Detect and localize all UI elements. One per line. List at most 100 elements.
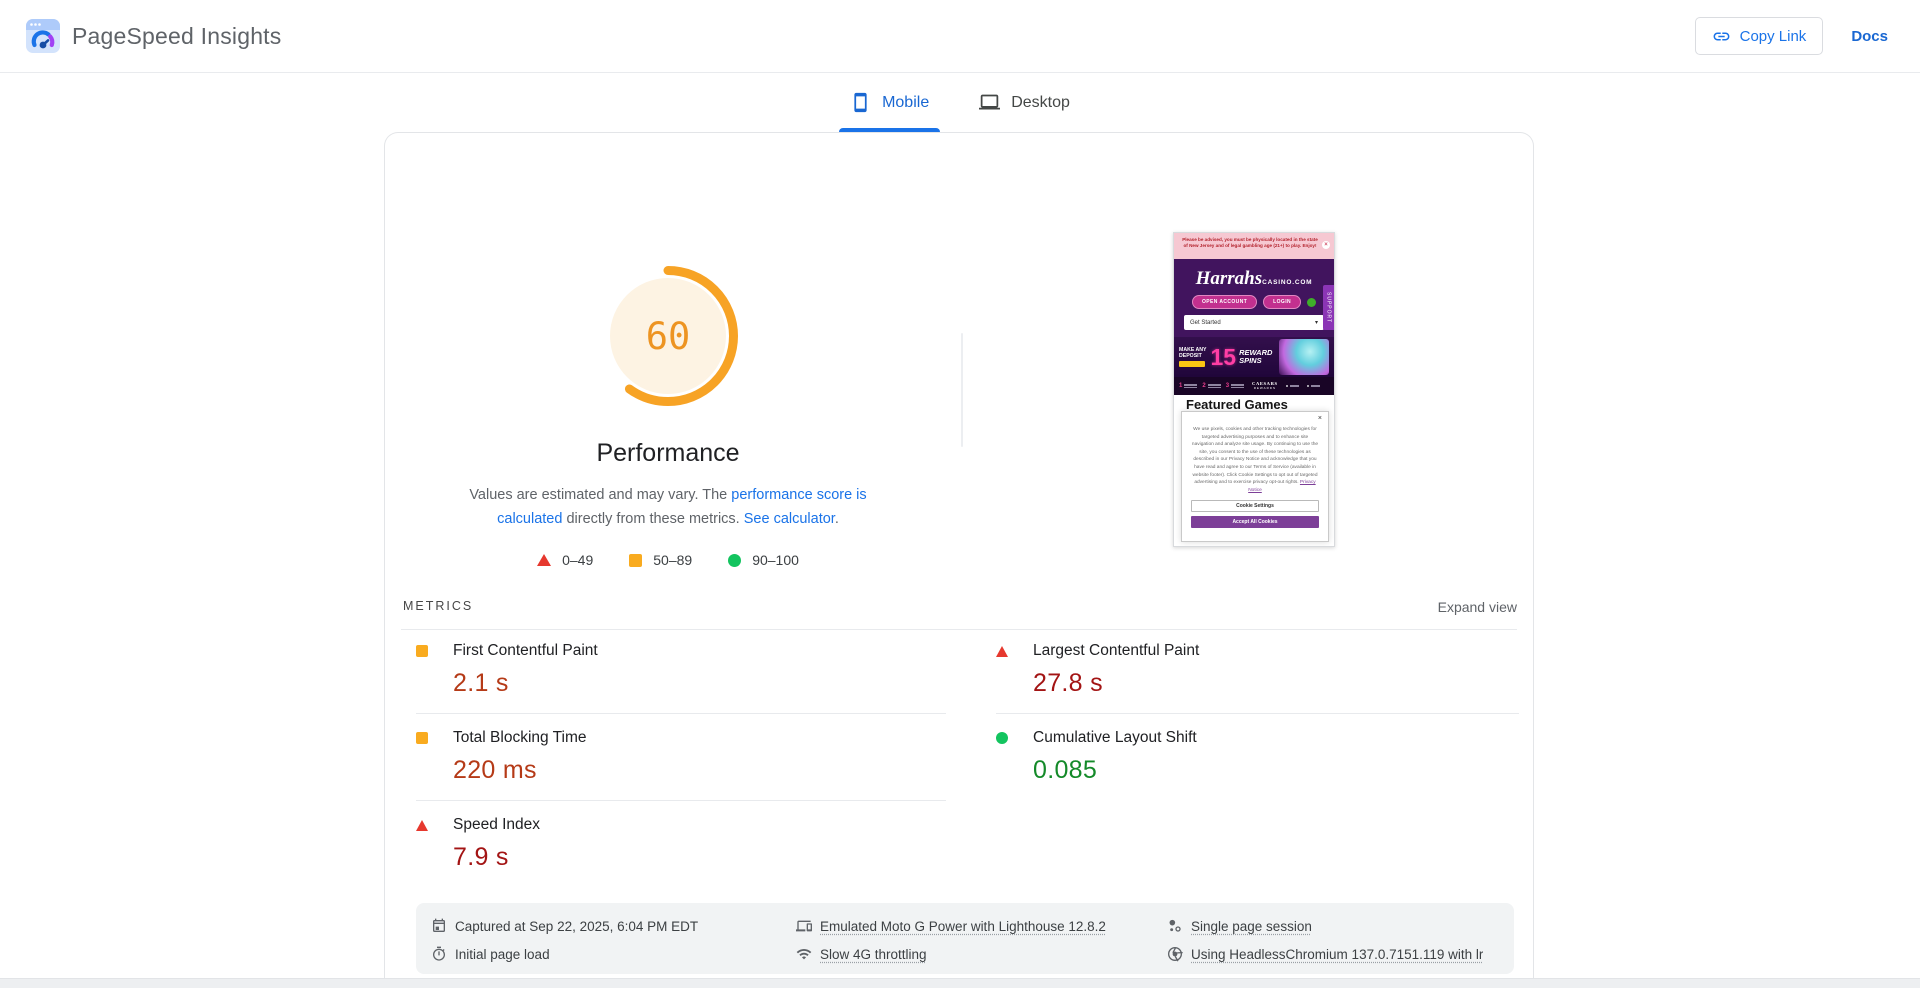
- thumb-auth-buttons: OPEN ACCOUNT LOGIN: [1174, 295, 1334, 309]
- thumb-support-tab: SUPPORT: [1323, 285, 1334, 331]
- expand-view-button[interactable]: Expand view: [1437, 599, 1517, 615]
- link-icon: [1713, 32, 1730, 40]
- performance-score-gauge: 60: [596, 264, 740, 408]
- metric-name: Speed Index: [453, 816, 541, 833]
- thumb-open-account-button: OPEN ACCOUNT: [1191, 295, 1258, 309]
- env-browser: Using HeadlessChromium 137.0.7151.119 wi…: [1167, 944, 1483, 964]
- thumb-step-1: 1: [1179, 383, 1198, 389]
- device-tabbar: Mobile Desktop: [0, 73, 1920, 132]
- chrome-icon: [1168, 947, 1183, 962]
- tab-mobile-label: Mobile: [882, 93, 930, 111]
- thumb-dropdown-caret-icon: ▾: [1314, 320, 1318, 326]
- thumb-promo-spins: SPINS: [1239, 356, 1262, 365]
- performance-score-value: 60: [645, 314, 691, 358]
- thumb-cookie-text: We use pixels, cookies and other trackin…: [1191, 426, 1319, 494]
- thumb-step-2: 2: [1202, 383, 1221, 389]
- thumb-step-3: 3: [1225, 383, 1245, 389]
- thumb-privacy-notice-link: Privacy Notice: [1248, 480, 1316, 493]
- metric-name: Largest Contentful Paint: [1033, 642, 1200, 659]
- thumb-cookie-paragraph: We use pixels, cookies and other trackin…: [1191, 427, 1319, 486]
- thumb-geo-banner-text: Please be advised, you must be physicall…: [1182, 237, 1318, 248]
- pagespeed-logo-icon: [26, 19, 60, 53]
- env-device: Emulated Moto G Power with Lighthouse 12…: [796, 916, 1106, 936]
- thumb-promo-reward: REWARD: [1239, 348, 1273, 357]
- thumb-promo-cta-button: [1179, 361, 1205, 367]
- copy-link-label: Copy Link: [1739, 27, 1807, 45]
- average-square-icon: [416, 732, 428, 744]
- thumb-lion-artwork: [1279, 339, 1329, 375]
- summary-vertical-divider: [961, 333, 963, 447]
- thumb-promo-line2: DEPOSIT: [1179, 353, 1202, 359]
- page-screenshot-thumbnail[interactable]: Please be advised, you must be physicall…: [1173, 232, 1335, 547]
- smartphone-icon: [854, 92, 867, 113]
- thumb-banner-close-icon: ×: [1322, 241, 1330, 249]
- environment-bar: Captured at Sep 22, 2025, 6:04 PM EDT In…: [416, 903, 1514, 974]
- metric-value: 0.085: [1033, 756, 1098, 784]
- thumb-promo-number: 15: [1210, 343, 1237, 370]
- legend-range-average: 50–89: [653, 552, 693, 568]
- tab-mobile[interactable]: Mobile: [833, 73, 946, 132]
- desc-text-1: Values are estimated and may vary. The: [469, 487, 732, 503]
- poor-triangle-icon: [537, 554, 552, 566]
- metric-first-contentful-paint: First Contentful Paint 2.1 s: [416, 642, 936, 698]
- env-captured-at: Captured at Sep 22, 2025, 6:04 PM EDT: [431, 916, 698, 936]
- env-session: Single page session: [1167, 916, 1312, 936]
- score-legend: 0–49 50–89 90–100: [428, 552, 908, 568]
- report-card: 60 Performance Values are estimated and …: [384, 132, 1534, 988]
- tab-desktop[interactable]: Desktop: [962, 73, 1087, 132]
- good-circle-icon: [728, 553, 742, 567]
- thumb-featured-games-heading: Featured Games: [1186, 397, 1288, 412]
- thumb-footer-item-2: [1306, 384, 1320, 388]
- next-section-edge: [0, 978, 1920, 988]
- thumb-dropdown-label: Get Started: [1190, 319, 1221, 326]
- thumb-caesars-logo: CAESARS REWARDS: [1252, 381, 1278, 390]
- docs-link[interactable]: Docs: [1851, 27, 1888, 45]
- app-header: PageSpeed Insights Copy Link Docs: [0, 0, 1920, 73]
- poor-triangle-icon: [996, 645, 1008, 657]
- thumb-accept-cookies-button: Accept All Cookies: [1191, 516, 1319, 529]
- legend-item-good: 90–100: [728, 552, 799, 568]
- wifi-icon: [796, 948, 812, 960]
- thumb-step-1-number: 1: [1179, 383, 1183, 389]
- laptop-icon: [979, 94, 1001, 110]
- devices-icon: [796, 920, 812, 932]
- good-circle-icon: [996, 732, 1008, 744]
- average-square-icon: [629, 553, 643, 567]
- calendar-icon: [433, 918, 445, 932]
- thumb-cookie-dialog: × We use pixels, cookies and other track…: [1181, 411, 1329, 542]
- env-device-link[interactable]: Emulated Moto G Power with Lighthouse 12…: [820, 918, 1106, 934]
- metric-largest-contentful-paint: Largest Contentful Paint 27.8 s: [996, 642, 1516, 698]
- thumb-cookie-close-icon: ×: [1317, 415, 1322, 422]
- thumb-login-button: LOGIN: [1263, 295, 1301, 309]
- env-captured-text: Captured at Sep 22, 2025, 6:04 PM EDT: [455, 918, 699, 934]
- legend-range-poor: 0–49: [562, 552, 594, 568]
- see-calculator-link[interactable]: See calculator: [743, 511, 835, 527]
- env-throttling: Slow 4G throttling: [796, 944, 927, 964]
- tab-desktop-label: Desktop: [1011, 93, 1070, 111]
- metric-cumulative-layout-shift: Cumulative Layout Shift 0.085: [996, 729, 1516, 785]
- thumb-geo-banner: Please be advised, you must be physicall…: [1174, 233, 1334, 259]
- copy-link-button[interactable]: Copy Link: [1694, 17, 1824, 55]
- active-tab-underline: [839, 128, 941, 132]
- thumb-caesars-line1: CAESARS: [1252, 381, 1278, 386]
- env-page-load: Initial page load: [431, 944, 550, 964]
- thumb-hero-section: SUPPORT HarrahsCASINO.COM OPEN ACCOUNT L…: [1174, 259, 1334, 395]
- thumb-step-3-number: 3: [1225, 383, 1230, 389]
- thumb-step-2-number: 2: [1202, 383, 1206, 389]
- env-browser-link[interactable]: Using HeadlessChromium 137.0.7151.119 wi…: [1191, 946, 1484, 962]
- legend-range-good: 90–100: [752, 552, 799, 568]
- desc-text-2: directly from these metrics.: [562, 511, 744, 527]
- thumb-responsible-gaming-icon: [1307, 297, 1316, 307]
- metric-value: 2.1 s: [453, 669, 509, 697]
- score-description: Values are estimated and may vary. The p…: [446, 483, 890, 531]
- thumb-logo-suffix: CASINO.COM: [1262, 279, 1313, 286]
- metric-name: Total Blocking Time: [453, 729, 587, 746]
- score-calc-link[interactable]: performance score is calculated: [497, 487, 867, 527]
- metric-row-separator: [416, 713, 946, 714]
- average-square-icon: [416, 645, 428, 657]
- metric-total-blocking-time: Total Blocking Time 220 ms: [416, 729, 936, 785]
- desc-text-3: .: [834, 511, 839, 527]
- env-session-link[interactable]: Single page session: [1191, 918, 1312, 934]
- env-throttling-link[interactable]: Slow 4G throttling: [820, 946, 927, 962]
